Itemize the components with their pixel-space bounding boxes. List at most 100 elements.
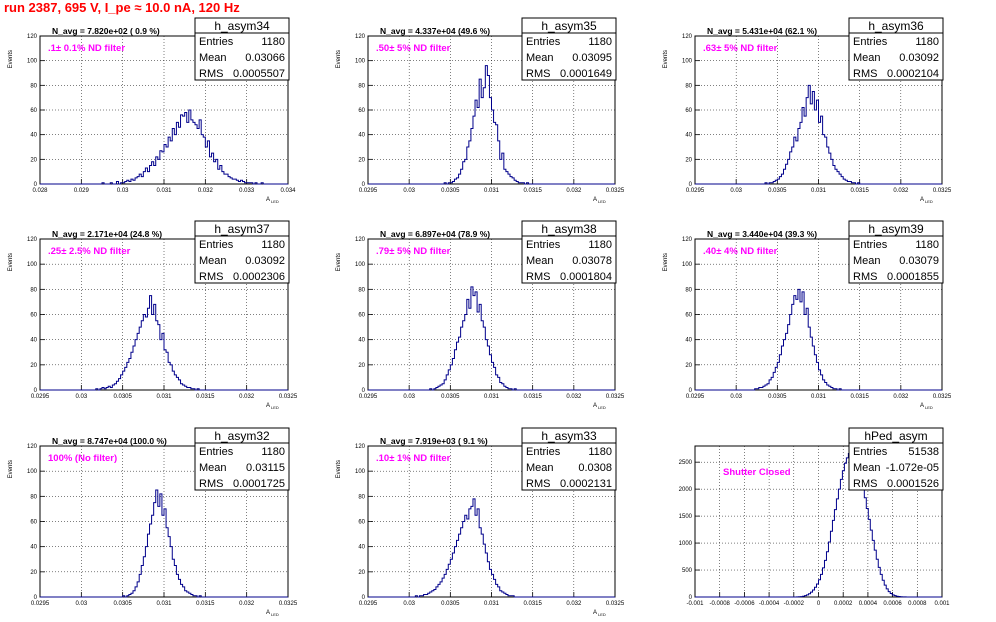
x-tick-label: 0.031 [484, 601, 500, 607]
filter-label: Shutter Closed [723, 467, 791, 478]
histogram-name: h_asym35 [541, 19, 597, 33]
stat-value: 1180 [915, 239, 939, 251]
x-tick-label: 0.0006 [883, 601, 902, 607]
stat-label: Mean [853, 462, 881, 474]
stat-value: 0.03115 [246, 462, 285, 474]
stats-box [848, 427, 944, 491]
n-avg-label: N_avg = 6.897e+04 (78.9 %) [380, 229, 490, 239]
x-tick-label: 0.0305 [441, 188, 460, 194]
stat-label: RMS [199, 271, 223, 283]
x-tick-label: -0.0008 [710, 601, 731, 607]
x-tick-label: 0.0295 [686, 394, 705, 400]
x-tick-label: 0.031 [484, 394, 500, 400]
y-axis-label: Events [8, 460, 14, 478]
y-tick-label: 20 [30, 157, 37, 163]
filter-label: .1± 0.1% ND filter [48, 43, 125, 54]
n-avg-label: N_avg = 8.747e+04 (100.0 %) [52, 436, 167, 446]
x-tick-label: 0.0325 [933, 394, 952, 400]
stat-value: 0.0001725 [233, 478, 285, 490]
y-tick-label: 40 [358, 133, 365, 139]
y-tick-label: 120 [682, 34, 693, 40]
y-tick-label: 100 [682, 59, 693, 65]
y-tick-label: 20 [358, 363, 365, 369]
stat-label: RMS [199, 68, 223, 80]
stat-label: RMS [853, 478, 877, 490]
y-tick-label: 0 [34, 388, 38, 394]
histogram-line [368, 498, 615, 598]
y-tick-label: 2500 [679, 460, 693, 466]
y-axis-label: Events [336, 50, 342, 68]
histogram-line [368, 65, 615, 185]
stats-box [194, 220, 290, 284]
y-tick-label: 80 [30, 287, 37, 293]
x-tick-label: 0.031 [156, 601, 172, 607]
n-avg-label: N_avg = 7.919e+03 ( 9.1 %) [380, 436, 488, 446]
y-tick-label: 20 [685, 157, 692, 163]
stat-value: 0.03095 [572, 52, 612, 64]
y-tick-label: 80 [685, 287, 692, 293]
y-tick-label: 120 [355, 34, 366, 40]
y-tick-label: 20 [358, 157, 365, 163]
stat-label: RMS [526, 271, 550, 283]
histogram-pad-h_asym36: 0.0295 0.03 0.0305 0.031 0.0315 0.032 0.0325 0 2… [663, 17, 952, 204]
y-tick-label: 0 [34, 182, 38, 188]
stat-value: 0.03078 [572, 255, 612, 267]
x-tick-label: 0.03 [403, 188, 415, 194]
y-axis-label: Events [663, 253, 669, 271]
x-tick-label: 0.0305 [113, 601, 132, 607]
x-tick-label: 0.0315 [523, 601, 542, 607]
stat-label: Entries [199, 36, 234, 48]
y-tick-label: 0 [362, 388, 366, 394]
x-tick-label: 0.034 [280, 188, 296, 194]
stat-label: Entries [199, 239, 234, 251]
x-tick-label: 0 [817, 601, 821, 607]
y-tick-label: 20 [30, 363, 37, 369]
histogram-name: hPed_asym [864, 429, 927, 443]
y-tick-label: 0 [689, 388, 693, 394]
y-tick-label: 1000 [679, 541, 693, 547]
histogram-pad-h_asym39: 0.0295 0.03 0.0305 0.031 0.0315 0.032 0.0325 0 2… [663, 220, 952, 410]
stat-label: Entries [526, 36, 561, 48]
x-tick-label: 0.03 [75, 601, 87, 607]
stat-label: RMS [526, 478, 550, 490]
run-title: run 2387, 695 V, I_pe ≈ 10.0 nA, 120 Hz [4, 0, 240, 15]
stat-label: Entries [853, 36, 888, 48]
y-tick-label: 100 [682, 262, 693, 268]
x-tick-label: 0.0315 [196, 601, 215, 607]
filter-label: .63± 5% ND filter [703, 43, 778, 54]
y-tick-label: 0 [34, 595, 38, 601]
y-tick-label: 80 [30, 494, 37, 500]
histogram-name: h_asym38 [541, 222, 597, 236]
x-tick-label: 0.031 [484, 188, 500, 194]
x-axis-label: ALED [920, 197, 933, 204]
y-tick-label: 40 [30, 133, 37, 139]
stat-value: 0.0001855 [887, 271, 939, 283]
x-axis-label: ALED [593, 610, 606, 617]
histogram-pad-hPed_asym: -0.001 -0.0008 -0.0006 -0.0004 -0.0002 0 0.000… [679, 427, 950, 607]
y-tick-label: 20 [30, 570, 37, 576]
histogram-name: h_asym37 [214, 222, 270, 236]
x-tick-label: 0.029 [74, 188, 90, 194]
stat-value: 0.0002131 [560, 478, 612, 490]
stat-value: 1180 [588, 36, 612, 48]
histogram-pad-h_asym34: 0.028 0.029 0.03 0.031 0.032 0.033 0.034 0 20 40 6… [8, 17, 296, 204]
x-tick-label: 0.0325 [279, 394, 298, 400]
y-tick-label: 60 [30, 520, 37, 526]
stat-value: 1180 [915, 36, 939, 48]
x-axis-label: ALED [266, 197, 279, 204]
y-tick-label: 120 [682, 237, 693, 243]
x-tick-label: 0.0004 [859, 601, 878, 607]
x-tick-label: 0.0315 [850, 188, 869, 194]
y-tick-label: 60 [685, 108, 692, 114]
n-avg-label: N_avg = 4.337e+04 (49.6 %) [380, 26, 490, 36]
stat-label: RMS [526, 68, 550, 80]
y-tick-label: 0 [689, 182, 693, 188]
y-tick-label: 2000 [679, 487, 693, 493]
stat-label: Mean [199, 52, 227, 64]
histogram-pad-h_asym38: 0.0295 0.03 0.0305 0.031 0.0315 0.032 0.0325 0 2… [336, 220, 625, 410]
x-tick-label: 0.0305 [441, 601, 460, 607]
histogram-pad-h_asym35: 0.0295 0.03 0.0305 0.031 0.0315 0.032 0.0325 0 2… [336, 17, 625, 204]
stat-value: 0.0005507 [233, 68, 285, 80]
histogram-pad-h_asym32: 0.0295 0.03 0.0305 0.031 0.0315 0.032 0.0325 0 2… [8, 427, 298, 617]
